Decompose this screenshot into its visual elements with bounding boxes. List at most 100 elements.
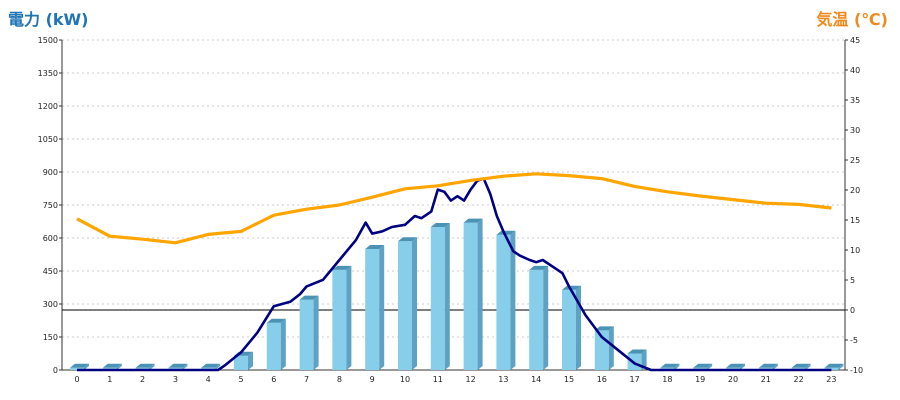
y-left-tick-label: 300	[43, 300, 58, 309]
bar-side	[444, 223, 450, 370]
bar-top	[463, 218, 483, 223]
y-axis-left-label: 電力 (kW)	[8, 10, 89, 29]
bar-side	[740, 363, 745, 370]
bar	[234, 355, 248, 370]
x-tick-label: 15	[564, 375, 574, 384]
y-axis-right-label: 気温 (℃)	[816, 10, 888, 29]
bar-side	[182, 363, 188, 370]
bar	[463, 222, 478, 370]
y-left-tick-label: 1200	[38, 102, 58, 111]
bar	[299, 299, 314, 370]
bar-side	[84, 363, 89, 370]
bar-side	[379, 245, 385, 370]
bar-side	[772, 363, 778, 370]
bar-top	[201, 363, 221, 368]
x-tick-label: 17	[630, 375, 640, 384]
bar-top	[660, 363, 680, 368]
x-tick-label: 4	[206, 375, 211, 384]
bar-side	[707, 363, 713, 370]
bar-side	[838, 363, 844, 370]
y-left-tick-label: 1350	[38, 69, 58, 78]
bar-top	[791, 363, 811, 368]
x-tick-label: 20	[728, 375, 738, 384]
bar-side	[805, 363, 811, 370]
y-left-tick-label: 450	[43, 267, 58, 276]
y-right-tick-label: 45	[850, 36, 860, 45]
x-tick-label: 10	[400, 375, 410, 384]
bar-top	[726, 363, 745, 368]
bar-side	[248, 351, 253, 370]
y-left-tick-label: 0	[53, 366, 58, 375]
y-right-tick-label: 30	[850, 126, 860, 135]
bar-top	[529, 265, 549, 270]
x-tick-label: 1	[107, 375, 112, 384]
bar-top	[398, 237, 417, 242]
x-tick-label: 12	[466, 375, 476, 384]
x-tick-label: 0	[74, 375, 79, 384]
x-tick-label: 18	[662, 375, 672, 384]
y-right-tick-label: 40	[850, 66, 860, 75]
bar-top	[496, 230, 516, 235]
bar-top	[332, 265, 352, 270]
bar-top	[168, 363, 188, 368]
x-tick-label: 2	[140, 375, 145, 384]
y-left-tick-label: 1500	[38, 36, 58, 45]
bar-side	[313, 295, 319, 370]
y-right-tick-label: -5	[850, 336, 858, 345]
bar-top	[693, 363, 713, 368]
x-tick-label: 23	[826, 375, 836, 384]
bar-top	[266, 318, 286, 323]
bar	[398, 241, 412, 370]
y-left-tick-label: 600	[43, 234, 58, 243]
bar	[562, 289, 576, 370]
bar-top	[365, 245, 385, 249]
bar-top	[430, 223, 450, 227]
bar	[332, 269, 347, 370]
bar-side	[280, 318, 286, 370]
power-line	[77, 177, 832, 372]
x-tick-label: 21	[761, 375, 771, 384]
y-left-tick-label: 900	[43, 168, 58, 177]
x-tick-label: 22	[794, 375, 804, 384]
bar-top	[758, 363, 778, 368]
y-right-tick-label: 35	[850, 96, 860, 105]
bar-side	[149, 363, 155, 370]
x-tick-label: 5	[238, 375, 243, 384]
bar	[529, 269, 544, 370]
x-tick-label: 3	[173, 375, 178, 384]
temperature-line	[76, 172, 832, 245]
y-right-tick-label: -10	[850, 366, 863, 375]
y-right-tick-label: 15	[850, 216, 860, 225]
y-right-tick-label: 10	[850, 246, 860, 255]
bar-side	[543, 265, 549, 370]
bar-side	[608, 326, 614, 370]
y-right-tick-label: 25	[850, 156, 860, 165]
bar	[266, 322, 281, 370]
bar	[430, 227, 445, 370]
y-left-tick-label: 750	[43, 201, 58, 210]
x-tick-label: 13	[498, 375, 508, 384]
y-right-tick-label: 20	[850, 186, 860, 195]
bar	[496, 234, 511, 370]
y-left-tick-label: 1050	[38, 135, 58, 144]
bar-top	[627, 349, 647, 354]
bar-top	[135, 363, 155, 368]
bar-side	[116, 363, 122, 370]
bar-top	[562, 285, 581, 290]
bar-top	[299, 295, 319, 300]
bar-top	[824, 363, 844, 368]
bar-top	[70, 363, 89, 368]
y-right-tick-label: 5	[850, 276, 855, 285]
x-tick-label: 11	[433, 375, 443, 384]
bar-side	[477, 218, 483, 370]
y-right-tick-label: 0	[850, 306, 855, 315]
bar	[365, 249, 380, 370]
bar-side	[510, 230, 516, 370]
x-tick-label: 8	[337, 375, 342, 384]
x-tick-label: 14	[531, 375, 541, 384]
bar-side	[346, 265, 352, 370]
x-tick-label: 7	[304, 375, 309, 384]
x-tick-label: 6	[271, 375, 276, 384]
x-tick-label: 16	[597, 375, 607, 384]
